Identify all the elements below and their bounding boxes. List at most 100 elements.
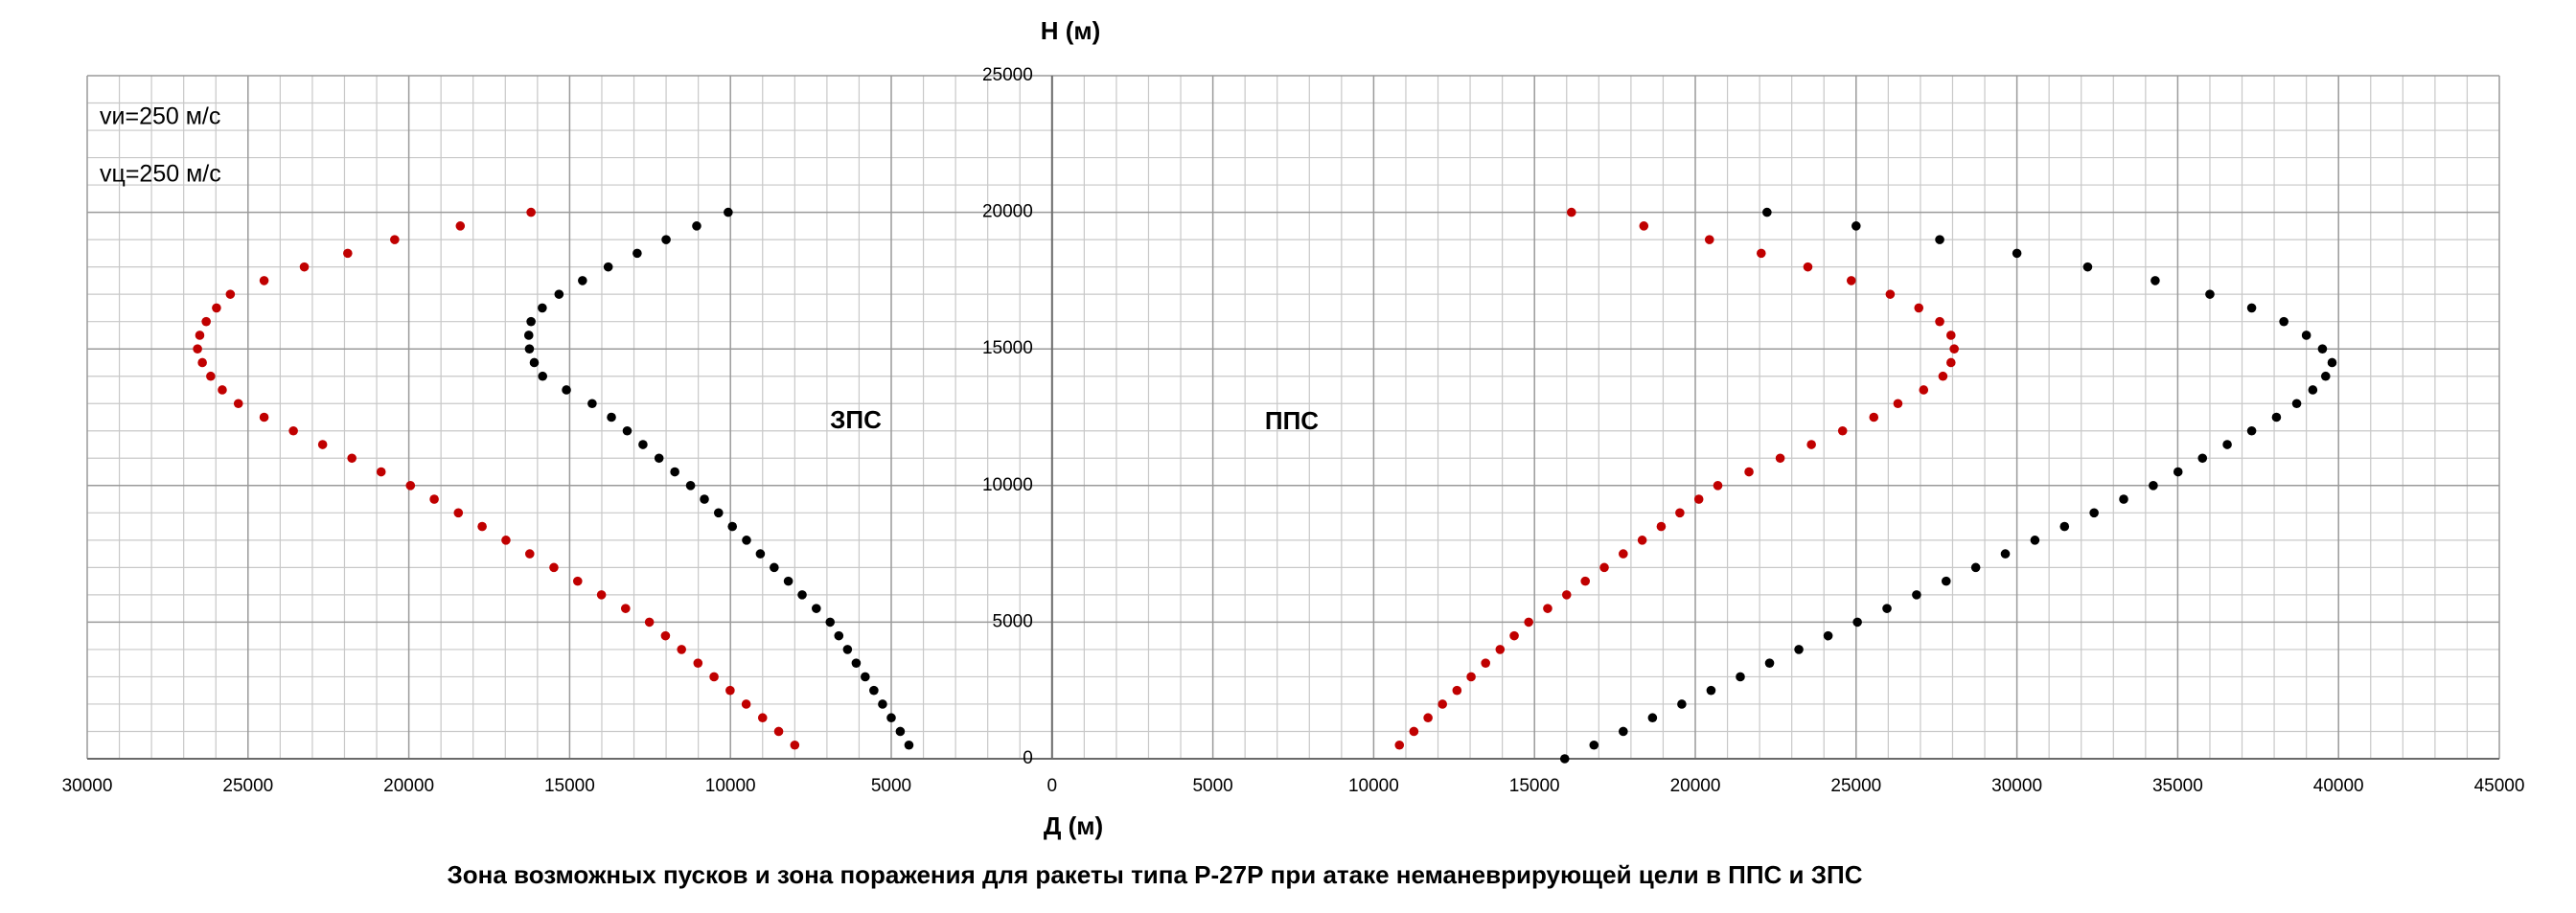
chart-title: Зона возможных пусков и зона поражения д… xyxy=(448,860,1863,889)
point xyxy=(2222,440,2232,449)
point xyxy=(2173,467,2183,477)
point xyxy=(596,590,607,600)
x-tick-label: 20000 xyxy=(383,776,434,796)
point xyxy=(2291,399,2302,409)
point xyxy=(2301,331,2312,340)
x-tick-label: 40000 xyxy=(2313,776,2364,796)
point xyxy=(603,262,613,272)
point xyxy=(725,685,735,696)
point xyxy=(2205,289,2215,299)
point xyxy=(347,453,356,464)
point xyxy=(2082,262,2093,272)
point xyxy=(1423,713,1433,723)
point xyxy=(2320,371,2331,381)
point xyxy=(1693,494,1704,504)
y-tick-label: 15000 xyxy=(982,338,1033,358)
point xyxy=(2246,425,2257,436)
point xyxy=(742,536,751,545)
point xyxy=(770,562,779,573)
point xyxy=(2059,521,2070,532)
point xyxy=(660,630,671,641)
point xyxy=(1647,713,1658,723)
point xyxy=(2089,508,2099,518)
x-tick-label: 25000 xyxy=(222,776,273,796)
point xyxy=(453,508,464,518)
point xyxy=(1495,645,1506,654)
point xyxy=(638,440,648,449)
point xyxy=(1677,699,1687,709)
point xyxy=(1823,630,1833,641)
y-tick-label: 5000 xyxy=(993,611,1033,631)
point xyxy=(790,740,800,750)
point xyxy=(724,207,733,217)
x-tick-label: 15000 xyxy=(544,776,595,796)
point xyxy=(1938,371,1948,381)
annotation: ППС xyxy=(1265,406,1319,435)
point xyxy=(1882,604,1892,613)
point xyxy=(233,399,243,409)
y-tick-label: 10000 xyxy=(982,475,1033,495)
point xyxy=(1509,630,1519,641)
point xyxy=(2308,385,2318,395)
point xyxy=(1893,399,1903,409)
point xyxy=(538,371,548,381)
point xyxy=(201,316,211,327)
point xyxy=(861,672,870,682)
x-axis-label: Д (м) xyxy=(1044,811,1103,840)
point xyxy=(1914,303,1924,313)
point xyxy=(1941,576,1951,586)
point xyxy=(886,713,896,723)
point xyxy=(2150,276,2160,285)
point xyxy=(1589,740,1599,750)
point xyxy=(1762,207,1772,217)
point xyxy=(1619,549,1628,559)
x-tick-label: 15000 xyxy=(1509,776,1560,796)
point xyxy=(632,248,642,259)
point xyxy=(212,303,221,313)
point xyxy=(562,385,571,395)
point xyxy=(1946,331,1956,340)
point xyxy=(607,412,616,422)
point xyxy=(2197,453,2208,464)
point xyxy=(259,412,269,422)
point xyxy=(757,713,768,723)
y-tick-label: 25000 xyxy=(982,65,1033,85)
point xyxy=(1656,521,1667,532)
point xyxy=(727,521,738,532)
point xyxy=(783,576,794,586)
point xyxy=(622,425,632,436)
x-tick-label: 30000 xyxy=(62,776,113,796)
point xyxy=(620,604,631,613)
point xyxy=(1846,276,1856,285)
point xyxy=(709,672,719,682)
point xyxy=(2030,536,2040,545)
point xyxy=(654,453,664,464)
point xyxy=(2000,549,2011,559)
y-axis-label: Н (м) xyxy=(1041,16,1101,45)
point xyxy=(538,303,547,313)
point xyxy=(2119,494,2128,504)
point xyxy=(1949,344,1959,354)
point xyxy=(700,494,709,504)
x-tick-label: 20000 xyxy=(1670,776,1721,796)
point xyxy=(2327,357,2337,368)
point xyxy=(1394,740,1405,750)
point xyxy=(1580,576,1591,586)
x-tick-label: 35000 xyxy=(2152,776,2203,796)
point xyxy=(834,630,844,641)
point xyxy=(1675,508,1685,518)
point xyxy=(526,207,536,217)
point xyxy=(524,344,535,354)
point xyxy=(869,685,879,696)
point xyxy=(1599,562,1609,573)
point xyxy=(741,699,751,709)
point xyxy=(1619,726,1628,737)
point xyxy=(773,726,784,737)
x-tick-label: 45000 xyxy=(2474,776,2525,796)
point xyxy=(376,467,386,477)
point xyxy=(1706,685,1716,696)
point xyxy=(1837,425,1848,436)
point xyxy=(895,726,906,737)
x-tick-label: 10000 xyxy=(1348,776,1399,796)
